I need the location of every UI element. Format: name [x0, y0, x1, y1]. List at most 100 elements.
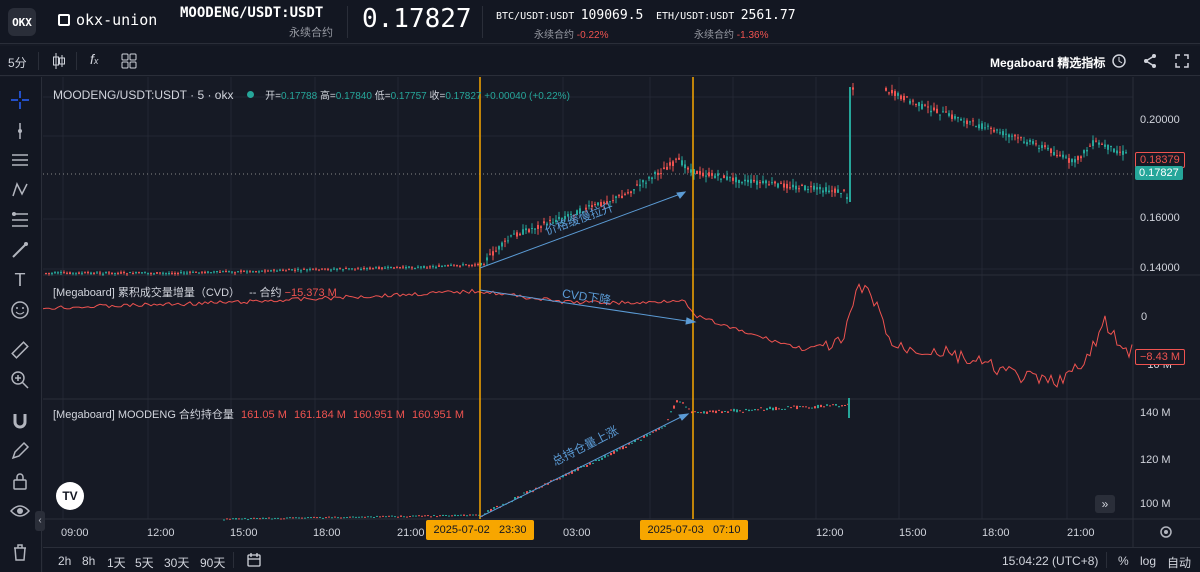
candle	[567, 214, 569, 217]
fib-icon[interactable]	[9, 209, 31, 231]
pencil-lock-icon[interactable]	[9, 440, 31, 462]
magnet-icon[interactable]	[9, 410, 31, 432]
candle	[435, 266, 437, 268]
oi-candle	[466, 515, 468, 517]
auto-toggle[interactable]: 自动	[1167, 556, 1192, 570]
oi-candle	[259, 518, 261, 520]
candle	[297, 268, 299, 270]
candle	[183, 272, 185, 274]
candle	[63, 272, 65, 274]
time-tick: 18:00	[982, 527, 1010, 539]
contract-type: 永续合约	[289, 27, 333, 39]
candle	[1029, 140, 1031, 142]
candle	[996, 129, 998, 131]
ticker-eth[interactable]: ETH/USDT:USDT 2561.77 永续合约 -1.36%	[656, 6, 796, 41]
range-1d[interactable]: 1天	[107, 556, 126, 570]
price-tick: 0.20000	[1140, 114, 1180, 126]
oi-candle	[664, 425, 666, 427]
lock-icon[interactable]	[9, 470, 31, 492]
candle	[1044, 145, 1046, 148]
clock[interactable]: 15:04:22 (UTC+8)	[1002, 554, 1099, 568]
ruler-icon[interactable]	[9, 339, 31, 361]
candle	[156, 272, 158, 274]
candle	[177, 272, 179, 274]
indicators-icon[interactable]: fx	[90, 51, 99, 67]
parallel-lines-icon[interactable]	[9, 149, 31, 171]
layout-grid-icon[interactable]	[121, 53, 137, 74]
candle	[1020, 137, 1022, 139]
range-2h[interactable]: 2h	[58, 554, 72, 568]
time-tick: 12:00	[147, 527, 175, 539]
megaboard-indicator-button[interactable]: Megaboard 精选指标	[990, 56, 1106, 70]
eye-icon[interactable]	[9, 500, 31, 522]
candle	[792, 184, 794, 188]
range-30d[interactable]: 30天	[164, 556, 190, 570]
oi-candle	[325, 517, 327, 519]
oi-candle	[661, 427, 663, 429]
candle	[723, 175, 725, 178]
candles-icon[interactable]	[52, 52, 66, 75]
candle	[645, 182, 647, 184]
vertical-line-icon[interactable]	[9, 120, 31, 142]
range-8h[interactable]: 8h	[82, 554, 96, 568]
candle	[408, 266, 410, 268]
text-icon[interactable]: T	[14, 269, 26, 290]
log-toggle[interactable]: log	[1140, 554, 1157, 568]
oi-legend[interactable]: [Megaboard] MOODENG 合约持仓量 161.05 M 161.1…	[53, 406, 464, 422]
candle	[585, 207, 587, 210]
interval-button[interactable]: 5分	[8, 56, 27, 70]
candle	[54, 272, 56, 274]
history-icon[interactable]	[1111, 53, 1127, 74]
settings-gear-icon[interactable]	[1159, 525, 1173, 544]
ticker-btc[interactable]: BTC/USDT:USDT 109069.5 永续合约 -0.22%	[496, 6, 643, 41]
brush-icon[interactable]	[9, 239, 31, 261]
oi-candle	[400, 515, 402, 517]
trash-icon[interactable]	[9, 541, 31, 563]
exchange-selector[interactable]: okx-union	[58, 11, 157, 29]
date-range-icon[interactable]	[246, 552, 262, 571]
crosshair-icon[interactable]	[9, 89, 31, 111]
candle	[465, 264, 467, 266]
candle	[1104, 144, 1106, 147]
candle	[1083, 150, 1085, 154]
collapse-toolbar-icon[interactable]: ‹	[35, 511, 45, 531]
chart-area[interactable]: MOODENG/USDT:USDT · 5 · okx 开=0.17788 高=…	[43, 77, 1200, 547]
percent-toggle[interactable]: %	[1118, 554, 1129, 568]
tradingview-logo[interactable]: TV	[56, 482, 84, 510]
candle	[312, 268, 314, 270]
oi-candle	[394, 516, 396, 518]
oi-candle	[787, 406, 789, 408]
range-90d[interactable]: 90天	[200, 556, 226, 570]
candle	[648, 177, 650, 179]
marker-time-label-1: 2025-07-02 23:30	[426, 520, 534, 540]
candle	[708, 172, 710, 177]
oi-candle	[244, 517, 246, 519]
candle	[402, 266, 404, 268]
oi-candle	[748, 409, 750, 412]
scroll-to-realtime-icon[interactable]: »	[1095, 495, 1115, 513]
candle	[1059, 154, 1061, 156]
cvd-legend[interactable]: [Megaboard] 累积成交量增量（CVD） -- 合约 −15.373 M	[53, 284, 337, 300]
range-5d[interactable]: 5天	[135, 556, 154, 570]
symbol-title[interactable]: MOODENG/USDT:USDT	[180, 5, 324, 21]
oi-candle	[232, 518, 234, 520]
price-tick: 0.16000	[1140, 212, 1180, 224]
oi-candle	[283, 518, 285, 520]
share-icon[interactable]	[1142, 53, 1158, 74]
chart-canvas[interactable]	[43, 77, 1200, 547]
candle	[96, 272, 98, 274]
zoom-icon[interactable]	[9, 369, 31, 391]
oi-candle	[838, 406, 840, 408]
pattern-icon[interactable]	[9, 179, 31, 201]
candle	[342, 269, 344, 271]
legend-symbol[interactable]: MOODENG/USDT:USDT · 5 · okx	[53, 88, 234, 102]
candle	[132, 273, 134, 275]
candle	[1068, 158, 1070, 163]
candle	[144, 272, 146, 274]
emoji-icon[interactable]	[9, 299, 31, 321]
oi-candle	[805, 406, 807, 408]
oi-candle	[277, 517, 279, 519]
oi-candle	[433, 514, 435, 516]
candle	[891, 89, 893, 94]
fullscreen-icon[interactable]	[1174, 53, 1190, 74]
